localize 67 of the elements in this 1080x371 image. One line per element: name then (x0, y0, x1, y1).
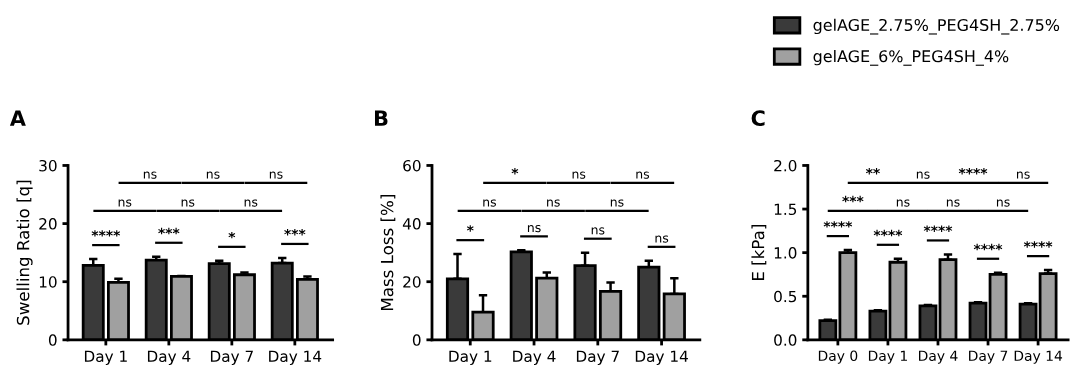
annotation: ** (865, 167, 880, 175)
x-tick-label: Day 0 (818, 350, 858, 364)
annotation: ns (916, 171, 930, 179)
annotation: * (466, 225, 474, 232)
annotation: *** (158, 227, 180, 235)
annotation: ns (143, 171, 157, 179)
annotation: *** (842, 195, 864, 203)
chart-title: C (751, 110, 765, 127)
y-tick-label: 30 (39, 159, 57, 172)
annotation: ns (269, 171, 283, 179)
y-tick-label: 1.0 (774, 247, 797, 259)
annotation: ns (118, 199, 132, 207)
annotation: ns (896, 199, 910, 207)
y-tick-label: 20 (403, 276, 421, 288)
x-tick-label: Day 1 (868, 350, 907, 364)
annotation: **** (958, 167, 988, 175)
x-tick-label: Day 1 (84, 350, 127, 366)
annotation: * (228, 231, 236, 239)
annotation: ns (636, 171, 650, 179)
y-tick-label: 0.0 (774, 334, 797, 346)
x-tick-label: Day 4 (919, 350, 958, 364)
legend-label: gelAGE_6%_PEG4SH_4% (813, 49, 1009, 66)
annotation: **** (1023, 241, 1053, 248)
annotation: ns (572, 171, 586, 179)
chart-title: B (374, 110, 388, 126)
annotation: ns (244, 199, 258, 207)
x-tick-label: Day 14 (269, 350, 322, 366)
annotation: ns (547, 199, 560, 207)
y-tick-label: 2.0 (774, 159, 797, 172)
y-tick-label: 0 (412, 334, 421, 346)
x-tick-label: Day 7 (210, 350, 253, 366)
annotation: ns (655, 235, 669, 243)
legend-label: gelAGE_2.75%_PEG4SH_2.75% (813, 18, 1060, 35)
y-tick-label: 60 (403, 159, 421, 172)
y-axis-title: Mass Loss [%] (380, 195, 396, 310)
y-tick-label: 20 (39, 218, 57, 230)
annotation: **** (823, 221, 853, 228)
x-tick-label: Day 7 (969, 350, 1008, 364)
annotation: *** (284, 228, 306, 236)
annotation: ns (946, 199, 960, 207)
y-axis-title: Swelling Ratio [q] (16, 180, 33, 325)
chart-title: A (9, 110, 26, 126)
y-tick-label: 0.5 (774, 290, 797, 303)
y-tick-label: 10 (39, 276, 57, 288)
y-axis-title: E [kPa] (751, 225, 767, 281)
x-tick-label: Day 1 (449, 350, 492, 366)
y-tick-label: 40 (402, 218, 421, 230)
y-tick-label: 0 (48, 334, 57, 346)
y-tick-label: 1.5 (774, 203, 797, 216)
annotation: ns (1016, 171, 1030, 179)
annotation: **** (973, 243, 1003, 251)
x-tick-label: Day 14 (1014, 350, 1063, 364)
annotation: * (511, 167, 519, 175)
x-tick-label: Day 4 (147, 350, 191, 366)
x-tick-label: Day 7 (576, 350, 619, 366)
x-tick-label: Day 4 (513, 350, 556, 366)
annotation: **** (91, 230, 121, 237)
annotation: **** (923, 225, 953, 232)
annotation: ns (610, 199, 624, 207)
annotation: ns (591, 227, 605, 235)
annotation: ns (996, 199, 1010, 207)
annotation: ns (181, 199, 195, 207)
annotation: **** (873, 229, 903, 237)
annotation: ns (483, 199, 496, 207)
annotation: ns (527, 225, 541, 233)
annotation: ns (206, 171, 220, 179)
x-tick-label: Day 14 (635, 350, 688, 366)
